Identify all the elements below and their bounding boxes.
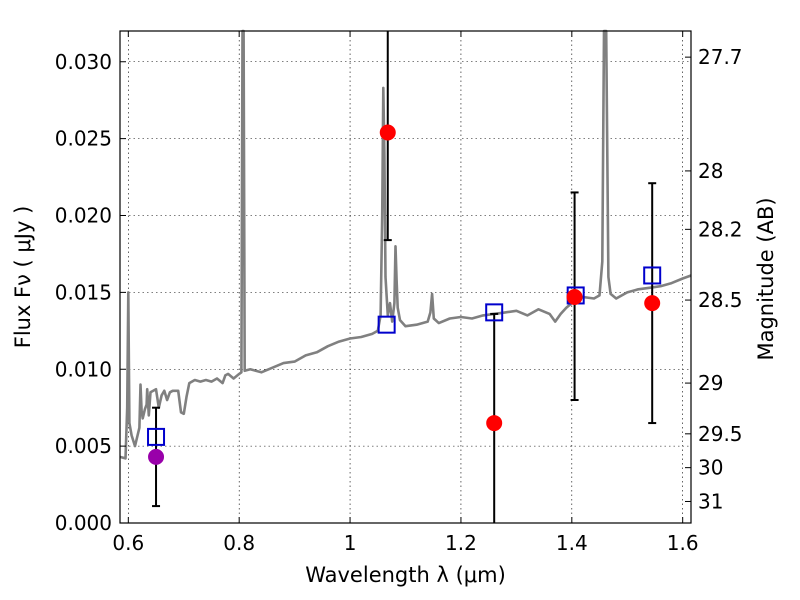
right-tick-label: 30 bbox=[698, 456, 723, 480]
right-tick-label: 29 bbox=[698, 371, 723, 395]
x-tick-labels: 0.6 0.8 1 1.2 1.4 1.6 bbox=[112, 531, 698, 555]
grid-lines bbox=[120, 31, 691, 524]
right-tick-label: 29.5 bbox=[698, 422, 743, 446]
model-square-marker bbox=[377, 315, 396, 334]
observed-point bbox=[379, 124, 396, 141]
x-tick-label: 1 bbox=[344, 531, 357, 555]
right-tick-label: 28 bbox=[698, 159, 723, 183]
y-axis-title: Flux Fν ( μJy ) bbox=[11, 206, 35, 349]
model-square-marker bbox=[147, 427, 166, 446]
y-tick-label: 0.005 bbox=[55, 434, 112, 458]
right-tick-label: 28.5 bbox=[698, 288, 743, 312]
spectrum-line bbox=[119, 29, 692, 460]
right-tick-label: 31 bbox=[698, 489, 723, 513]
x-tick-label: 0.6 bbox=[112, 531, 144, 555]
x-tick-label: 1.4 bbox=[556, 531, 588, 555]
plot-frame bbox=[119, 30, 692, 524]
observed-point bbox=[644, 295, 661, 312]
observed-point bbox=[148, 448, 165, 465]
x-tick-label: 0.8 bbox=[223, 531, 255, 555]
y-tick-label: 0.030 bbox=[55, 50, 112, 74]
right-axis-title: Magnitude (AB) bbox=[754, 197, 778, 360]
x-axis-title: Wavelength λ (μm) bbox=[305, 563, 506, 587]
observed-point bbox=[486, 415, 503, 432]
markers bbox=[147, 124, 662, 465]
y-tick-labels: 0.000 0.005 0.010 0.015 0.020 0.025 0.030 bbox=[55, 50, 112, 535]
y-tick-label: 0.010 bbox=[55, 357, 112, 381]
right-tick-label: 27.7 bbox=[698, 45, 743, 69]
model-square-marker bbox=[643, 266, 662, 285]
error-bars bbox=[152, 31, 657, 523]
axis-ticks bbox=[120, 31, 691, 524]
y-tick-label: 0.025 bbox=[55, 127, 112, 151]
x-tick-label: 1.6 bbox=[667, 531, 699, 555]
y-tick-label: 0.000 bbox=[55, 511, 112, 535]
model-square-marker bbox=[485, 303, 504, 322]
x-tick-label: 1.2 bbox=[445, 531, 477, 555]
y-tick-label: 0.020 bbox=[55, 204, 112, 228]
spectrum-layer bbox=[119, 29, 692, 460]
y-tick-label: 0.015 bbox=[55, 280, 112, 304]
observed-point bbox=[566, 288, 583, 305]
right-tick-label: 28.2 bbox=[698, 217, 743, 241]
right-tick-labels: 27.7 28 28.2 28.5 29 29.5 30 31 bbox=[698, 45, 743, 513]
